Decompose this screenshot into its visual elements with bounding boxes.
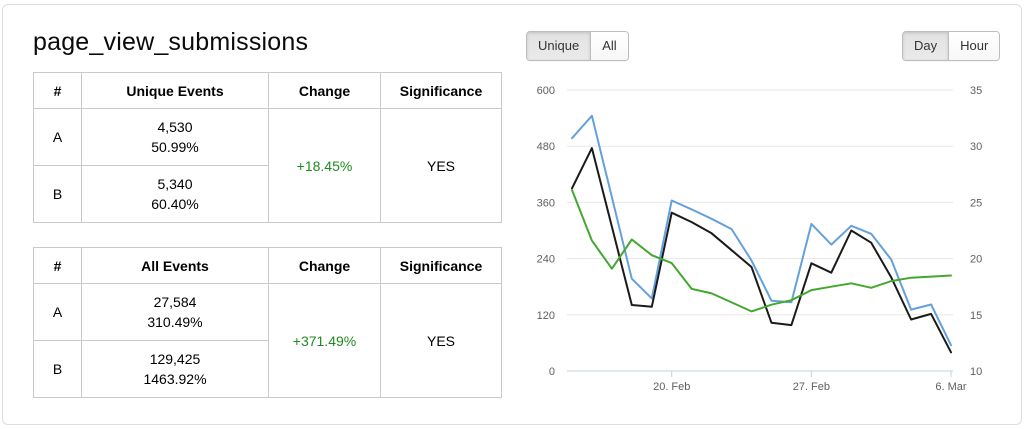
significance-value: YES (380, 108, 502, 223)
change-value: +18.45% (268, 108, 381, 223)
toggle-all-button[interactable]: All (590, 32, 628, 60)
right-axis-tick-label: 30 (970, 141, 982, 153)
event-percent: 50.99% (151, 139, 199, 155)
line-chart: 0 120 240 360 480 600 10 15 20 25 30 35 20. Feb 27. F… (537, 85, 983, 393)
event-count: 5,340 (157, 176, 193, 192)
header-significance: Significance (380, 72, 502, 109)
left-axis-tick-label: 600 (537, 85, 555, 97)
series-blue-line[interactable] (571, 114, 952, 347)
event-percent: 1463.92% (143, 371, 207, 387)
table-header-row: # All Events Change Significance (33, 247, 502, 284)
toggle-hour-button[interactable]: Hour (948, 32, 1000, 60)
event-percent: 310.49% (147, 314, 203, 330)
right-axis-tick-label: 10 (970, 366, 982, 378)
header-unique-events: Unique Events (81, 72, 269, 109)
page-title: page_view_submissions (33, 28, 309, 56)
variant-label: B (33, 340, 82, 398)
toggle-unique-button[interactable]: Unique (527, 32, 591, 60)
all-events-table: # All Events Change Significance A 27,58… (33, 247, 502, 398)
event-percent: 60.40% (151, 196, 199, 212)
header-change: Change (268, 72, 381, 109)
variant-label: A (33, 108, 82, 166)
x-axis-tick-label: 6. Mar (935, 381, 967, 393)
header-hash: # (33, 247, 82, 284)
table-header-row: # Unique Events Change Significance (33, 72, 502, 109)
header-all-events: All Events (81, 247, 269, 284)
granularity-toggle: Day Hour (902, 31, 1001, 61)
toggle-day-button[interactable]: Day (903, 32, 949, 60)
table-row: A 27,584 310.49% +371.49% YES (33, 283, 502, 398)
left-axis-tick-label: 240 (537, 254, 555, 266)
variant-values: 27,584 310.49% (81, 283, 269, 341)
table-row: B 5,340 60.40% (33, 165, 502, 223)
header-change: Change (268, 247, 381, 284)
table-row: B 129,425 1463.92% (33, 340, 502, 398)
x-axis-tick-label: 27. Feb (793, 381, 830, 393)
event-count: 129,425 (149, 351, 201, 367)
left-axis-tick-label: 0 (549, 366, 555, 378)
series-black-line[interactable] (571, 147, 952, 354)
right-axis-tick-label: 15 (970, 310, 982, 322)
table-row: A 4,530 50.99% +18.45% YES (33, 108, 502, 223)
variant-values: 5,340 60.40% (81, 165, 269, 223)
variant-values: 129,425 1463.92% (81, 340, 269, 398)
variant-label: A (33, 283, 82, 341)
change-value: +371.49% (268, 283, 381, 398)
series-green-line[interactable] (571, 189, 952, 313)
left-axis-tick-label: 120 (537, 310, 555, 322)
right-axis-tick-label: 20 (970, 254, 982, 266)
event-count: 27,584 (153, 294, 197, 310)
header-significance: Significance (380, 247, 502, 284)
metric-toggle: Unique All (526, 31, 629, 61)
significance-value: YES (380, 283, 502, 398)
left-axis-tick-label: 480 (537, 141, 555, 153)
right-axis-tick-label: 25 (970, 197, 982, 209)
event-count: 4,530 (157, 119, 193, 135)
right-axis-tick-label: 35 (970, 85, 982, 97)
variant-label: B (33, 165, 82, 223)
x-axis-tick-label: 20. Feb (653, 381, 690, 393)
left-axis-tick-label: 360 (537, 197, 555, 209)
header-hash: # (33, 72, 82, 109)
unique-events-table: # Unique Events Change Significance A 4,… (33, 72, 502, 223)
variant-values: 4,530 50.99% (81, 108, 269, 166)
